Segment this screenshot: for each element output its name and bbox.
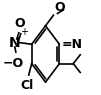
Text: −O: −O — [2, 57, 23, 70]
Text: =N: =N — [62, 38, 83, 51]
Text: O: O — [54, 1, 65, 14]
Text: N: N — [9, 36, 21, 49]
Text: +: + — [20, 27, 28, 37]
Text: O: O — [14, 17, 25, 30]
Text: Cl: Cl — [20, 80, 33, 92]
